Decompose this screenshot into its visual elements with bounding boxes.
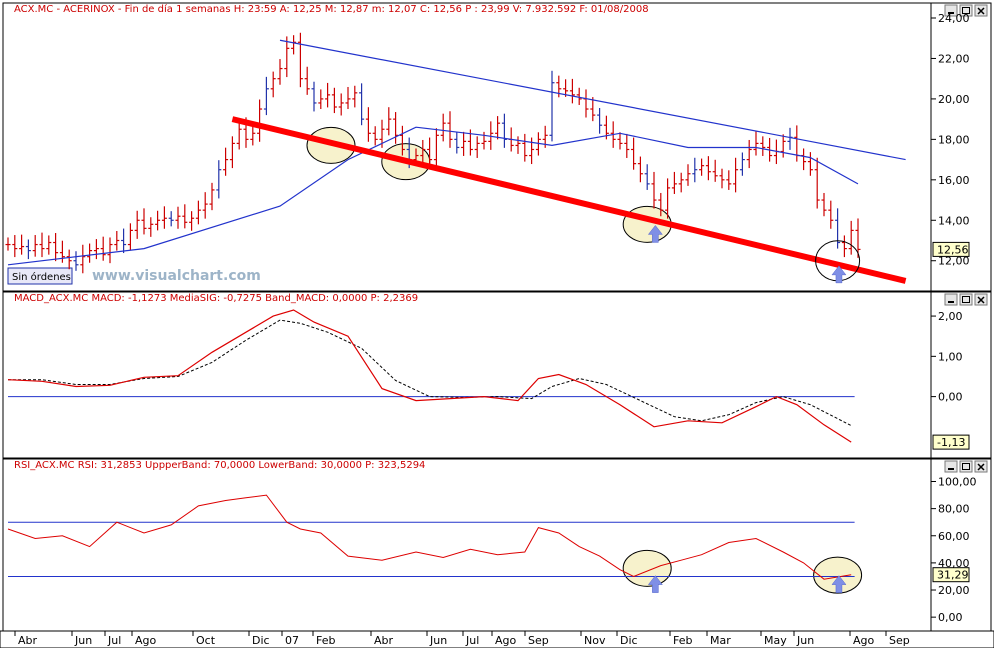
macd-tick-label: 1,00 — [938, 350, 963, 363]
time-tick-label: Abr — [18, 634, 38, 647]
time-tick-label: Jul — [107, 634, 121, 647]
up-arrow-icon — [647, 225, 663, 243]
time-tick-label: Feb — [673, 634, 692, 647]
minimize-icon[interactable] — [944, 293, 958, 306]
time-tick-label: Nov — [584, 634, 606, 647]
sin-ordenes-label: Sin órdenes — [12, 271, 71, 283]
time-tick-label: Sep — [889, 634, 910, 647]
macd-tick-label: 0,00 — [938, 391, 963, 404]
rsi-tick-label: 80,00 — [938, 503, 970, 516]
price-tick-label: 18,00 — [938, 133, 970, 146]
watermark: www.visualchart.com — [92, 268, 261, 284]
rsi-last-value: 31,29 — [937, 569, 969, 582]
time-axis: Abr Jun Jul Ago Oct Dic 07 Feb Abr Jun Jul Ago Sep No… — [14, 631, 910, 647]
up-arrow-icon — [831, 265, 847, 284]
time-tick-label: Dic — [252, 634, 270, 647]
price-last-value: 12,56 — [937, 243, 969, 256]
time-tick-label: Mar — [710, 634, 731, 647]
time-tick-label: May — [764, 634, 787, 647]
rsi-last-value-box — [932, 567, 970, 583]
up-arrow-icon — [831, 575, 847, 593]
macd-signal-line — [8, 319, 852, 427]
rsi-axis-panel — [930, 458, 992, 632]
rsi-plot: 0,00 20,00 40,00 60,00 80,00 100,00 31,29 — [7, 475, 977, 624]
rsi-line — [7, 494, 852, 580]
close-icon[interactable] — [974, 293, 988, 306]
macd-plot: 0,00 1,00 2,00 -1,13 — [7, 309, 970, 450]
macd-last-value: -1,13 — [937, 436, 965, 449]
macd-panel — [2, 291, 932, 459]
time-tick-label: Jun — [429, 634, 447, 647]
rsi-highlight-ellipse — [813, 556, 863, 594]
time-tick-label: Jun — [74, 634, 92, 647]
price-plot: 12,00 14,00 16,00 18,00 20,00 22,00 24,00 12,56 — [5, 12, 970, 284]
price-tick-label: 14,00 — [938, 214, 970, 227]
time-tick-label: Jun — [796, 634, 814, 647]
price-panel — [2, 2, 932, 292]
minimize-icon[interactable] — [944, 460, 958, 473]
resistance-trendline — [279, 39, 906, 161]
price-tick-label: 16,00 — [938, 174, 970, 187]
rsi-window-buttons — [944, 460, 988, 473]
close-icon[interactable] — [974, 460, 988, 473]
time-tick-label: Jul — [465, 634, 479, 647]
rsi-tick-label: 0,00 — [938, 611, 963, 624]
time-tick-label: Abr — [374, 634, 394, 647]
price-last-value-box — [932, 241, 970, 257]
macd-window-buttons — [944, 293, 988, 306]
up-arrow-icon — [647, 575, 663, 593]
time-tick-label: Oct — [196, 634, 216, 647]
maximize-icon[interactable] — [959, 460, 973, 473]
time-tick-label: Dic — [620, 634, 638, 647]
price-tick-label: 22,00 — [938, 52, 970, 65]
macd-axis-panel — [930, 291, 992, 459]
price-tick-label: 24,00 — [938, 12, 970, 25]
maximize-icon[interactable] — [959, 4, 973, 17]
macd-last-value-box — [932, 434, 970, 450]
maximize-icon[interactable] — [959, 293, 973, 306]
time-tick-label: Feb — [316, 634, 335, 647]
rsi-tick-label: 40,00 — [938, 557, 970, 570]
price-tick-label: 20,00 — [938, 93, 970, 106]
rsi-tick-label: 20,00 — [938, 584, 970, 597]
rsi-highlight-ellipse — [622, 549, 672, 587]
rsi-panel — [2, 458, 932, 632]
close-icon[interactable] — [974, 4, 988, 17]
time-tick-label: Ago — [853, 634, 875, 647]
rsi-tick-label: 100,00 — [938, 475, 977, 488]
price-tick-label: 12,00 — [938, 255, 970, 268]
time-tick-label: Ago — [135, 634, 157, 647]
macd-tick-label: 2,00 — [938, 310, 963, 323]
support-trendline — [231, 116, 907, 284]
price-window-buttons — [944, 4, 988, 17]
price-header: ACX.MC - ACERINOX - Fin de día 1 semanas… — [14, 3, 649, 15]
macd-header: MACD_ACX.MC MACD: -1,1273 MediaSIG: -0,7… — [14, 293, 418, 304]
time-tick-label: 07 — [285, 634, 299, 647]
rsi-header: RSI_ACX.MC RSI: 31,2853 UppperBand: 70,0… — [14, 460, 425, 471]
rsi-tick-label: 60,00 — [938, 530, 970, 543]
time-tick-label: Sep — [528, 634, 549, 647]
minimize-icon[interactable] — [944, 4, 958, 17]
time-tick-label: Ago — [495, 634, 517, 647]
sin-ordenes-button[interactable]: Sin órdenes — [7, 267, 73, 285]
moving-average-line — [7, 126, 859, 266]
macd-line — [7, 309, 852, 443]
